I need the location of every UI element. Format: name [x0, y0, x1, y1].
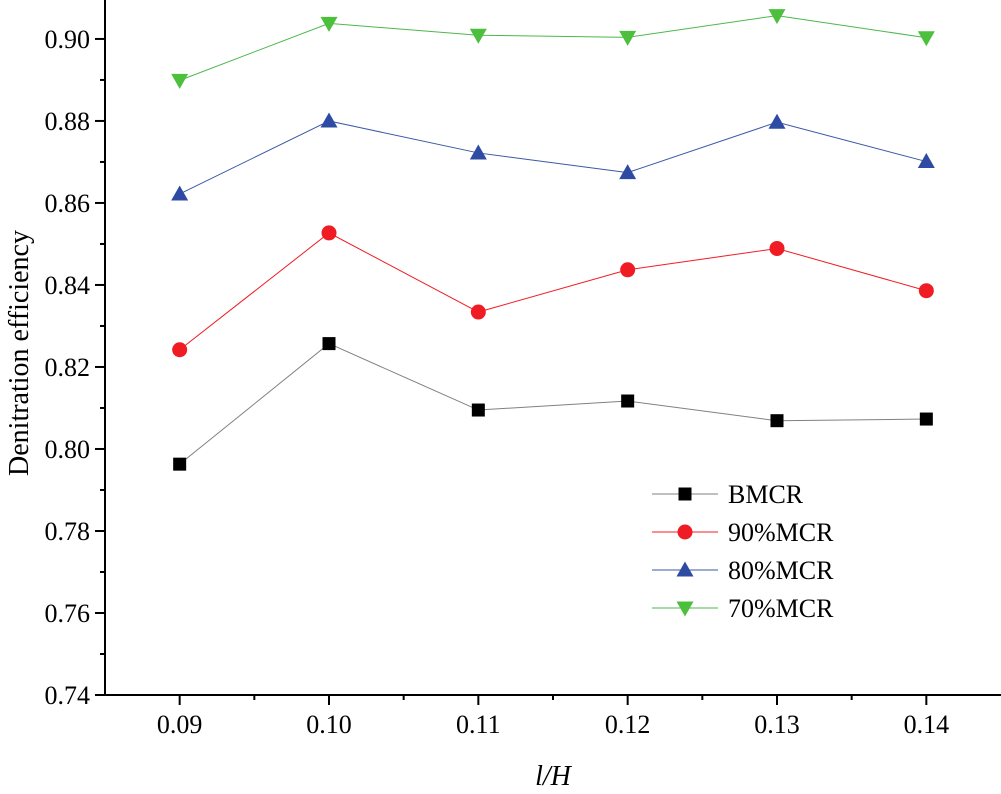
legend-marker-90pctmcr [677, 524, 693, 540]
data-point-90pctmcr [470, 304, 486, 320]
data-point-90pctmcr [321, 225, 337, 241]
x-tick-label: 0.13 [754, 710, 800, 739]
legend-label-90pctmcr: 90%MCR [728, 518, 834, 547]
data-point-bmcr [322, 337, 336, 351]
legend-marker-80pctmcr [676, 561, 694, 577]
legend-label-70pctmcr: 70%MCR [728, 594, 834, 623]
x-tick-label: 0.14 [904, 710, 950, 739]
data-point-70pctmcr [917, 31, 935, 47]
data-point-70pctmcr [171, 73, 189, 89]
y-tick-label: 0.76 [45, 599, 91, 628]
data-point-70pctmcr [469, 28, 487, 44]
y-tick-label: 0.78 [45, 517, 91, 546]
legend-marker-bmcr [678, 487, 692, 501]
x-tick-label: 0.12 [605, 710, 651, 739]
x-tick-label: 0.09 [157, 710, 203, 739]
legend-label-bmcr: BMCR [728, 480, 804, 509]
series-line-90pctmcr [179, 232, 927, 351]
x-tick-label: 0.10 [306, 710, 352, 739]
x-tick-label: 0.11 [456, 710, 501, 739]
plot-area: 0.74 0.76 0.78 0.80 0.82 0.84 0.86 0.88 0.90 0.09… [45, 0, 1001, 739]
data-point-90pctmcr [918, 283, 934, 299]
y-tick-label: 0.80 [45, 435, 91, 464]
data-point-80pctmcr [768, 113, 786, 129]
data-point-80pctmcr [917, 153, 935, 169]
y-tick-label: 0.82 [45, 353, 91, 382]
data-point-90pctmcr [620, 262, 636, 278]
data-point-bmcr [770, 414, 784, 428]
data-point-80pctmcr [619, 164, 637, 180]
data-point-bmcr [919, 412, 933, 426]
data-point-70pctmcr [619, 30, 637, 46]
data-point-80pctmcr [469, 144, 487, 160]
y-tick-label: 0.90 [45, 25, 91, 54]
data-point-bmcr [173, 457, 187, 471]
data-point-90pctmcr [172, 342, 188, 358]
data-point-bmcr [471, 403, 485, 417]
y-tick-label: 0.86 [45, 189, 91, 218]
y-tick-label: 0.84 [45, 271, 91, 300]
y-axis-title: Denitration efficiency [4, 230, 35, 476]
x-axis-title: l/H [535, 761, 573, 792]
data-point-bmcr [621, 394, 635, 408]
y-tick-label: 0.88 [45, 107, 91, 136]
data-point-70pctmcr [768, 9, 786, 25]
data-point-90pctmcr [769, 240, 785, 256]
series-line-70pctmcr [179, 15, 927, 81]
data-point-70pctmcr [320, 16, 338, 32]
data-point-80pctmcr [320, 112, 338, 128]
data-point-80pctmcr [171, 185, 189, 201]
legend-marker-70pctmcr [676, 601, 694, 617]
y-tick-label: 0.74 [45, 681, 91, 710]
series-line-80pctmcr [179, 120, 927, 195]
series-line-bmcr [179, 343, 927, 465]
legend-label-80pctmcr: 80%MCR [728, 556, 834, 585]
